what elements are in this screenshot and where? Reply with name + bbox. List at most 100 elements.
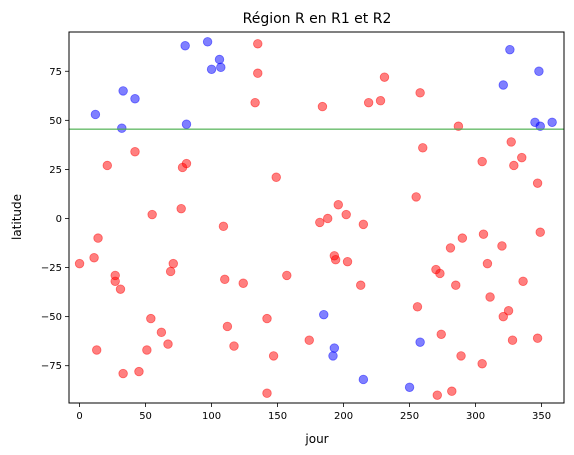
y-tick-label-50: 50	[49, 116, 62, 127]
data-point-series-0-46	[375, 95, 386, 106]
y-tick-label-25: 25	[49, 165, 62, 176]
data-point-series-0-66	[485, 292, 495, 302]
data-point-series-0-57	[447, 386, 457, 396]
data-point-series-1-3	[130, 94, 140, 104]
data-point-series-0-61	[457, 233, 468, 243]
data-point-series-0-59	[453, 121, 464, 131]
data-point-series-1-5	[181, 119, 192, 129]
data-point-series-0-39	[330, 255, 341, 265]
data-point-series-1-8	[214, 54, 225, 65]
data-point-series-0-64	[478, 229, 489, 239]
chart-title: Région R en R1 et R2	[243, 11, 392, 27]
data-point-series-0-41	[341, 209, 351, 220]
x-tick-label-300: 300	[466, 411, 485, 422]
data-point-series-0-27	[253, 68, 263, 78]
data-point-series-0-63	[477, 359, 487, 369]
data-point-series-1-15	[415, 337, 425, 347]
data-point-series-0-4	[102, 160, 112, 171]
data-point-series-0-53	[432, 390, 442, 400]
data-point-series-0-55	[436, 329, 446, 340]
data-point-series-0-0	[74, 258, 85, 269]
data-point-series-0-37	[323, 213, 333, 224]
data-point-series-1-17	[505, 44, 515, 55]
data-point-series-0-44	[358, 219, 369, 230]
data-point-series-0-8	[118, 368, 128, 379]
data-point-series-0-58	[451, 280, 461, 290]
data-point-series-0-68	[498, 311, 508, 322]
data-point-series-1-0	[90, 109, 101, 120]
data-point-series-0-6	[110, 276, 120, 287]
data-point-series-1-1	[117, 123, 127, 133]
x-tick-label-100: 100	[202, 411, 221, 422]
x-tick-label-200: 200	[334, 411, 353, 422]
data-point-series-0-48	[411, 192, 421, 202]
y-tick-label-75: 75	[49, 67, 62, 78]
data-point-series-1-14	[404, 382, 415, 393]
data-point-series-0-15	[163, 339, 173, 349]
y-axis-label: latitude	[10, 194, 24, 240]
plot-area: 0 50 100 150 200 250 300 350 −75 −50 −25 0 25 50 75	[41, 31, 565, 422]
data-point-series-0-47	[379, 72, 390, 82]
x-tick-label-50: 50	[139, 411, 152, 422]
x-axis-label: jour	[304, 432, 328, 446]
data-point-series-0-21	[218, 221, 229, 232]
data-point-series-0-30	[262, 313, 272, 324]
data-point-series-0-75	[532, 333, 543, 343]
data-point-series-1-16	[498, 80, 508, 90]
data-point-series-0-7	[115, 284, 126, 294]
data-point-series-0-62	[477, 156, 487, 167]
data-point-series-0-74	[518, 276, 528, 287]
data-point-series-0-10	[134, 366, 144, 377]
data-point-series-0-50	[415, 88, 425, 98]
data-point-series-0-35	[315, 217, 325, 228]
x-tick-label-350: 350	[532, 411, 551, 422]
data-point-series-0-13	[147, 209, 157, 220]
data-point-series-0-70	[506, 137, 516, 147]
data-point-series-1-6	[202, 37, 213, 47]
data-point-series-0-3	[93, 233, 103, 243]
data-point-series-1-21	[547, 117, 557, 128]
data-point-series-0-22	[220, 274, 230, 285]
data-point-series-1-19	[534, 66, 544, 76]
data-point-series-0-67	[497, 241, 507, 251]
data-point-series-0-9	[130, 147, 140, 157]
data-point-series-0-1	[89, 253, 99, 263]
data-point-series-0-42	[342, 256, 353, 267]
data-point-series-0-34	[304, 335, 314, 345]
data-point-series-0-36	[317, 101, 328, 112]
data-point-series-0-72	[509, 160, 519, 171]
data-point-series-0-23	[222, 321, 233, 332]
data-point-series-0-43	[356, 280, 366, 290]
data-point-series-0-2	[92, 345, 102, 355]
data-point-series-0-24	[229, 341, 239, 351]
data-point-series-0-65	[482, 258, 493, 269]
data-point-series-1-12	[329, 343, 340, 353]
data-point-series-1-10	[319, 309, 329, 320]
data-point-series-0-18	[176, 203, 186, 214]
data-point-series-0-76	[532, 178, 543, 188]
data-point-series-0-40	[333, 200, 343, 210]
data-point-series-0-51	[418, 143, 428, 153]
data-point-series-1-2	[118, 86, 128, 96]
axes-frame	[68, 31, 565, 404]
y-tick-label--25: −25	[41, 263, 62, 274]
data-point-series-0-56	[445, 243, 456, 253]
data-point-series-0-77	[535, 227, 545, 237]
data-point-series-0-32	[271, 172, 281, 182]
data-point-series-1-13	[358, 374, 369, 385]
data-point-series-0-16	[165, 266, 176, 277]
data-point-series-1-20	[535, 121, 545, 131]
data-point-series-0-20	[181, 158, 192, 169]
y-tick-label--75: −75	[41, 361, 62, 372]
data-point-series-0-29	[262, 388, 272, 398]
y-tick-label--50: −50	[41, 312, 62, 323]
data-point-series-0-69	[503, 306, 514, 316]
x-tick-label-0: 0	[76, 411, 82, 422]
data-point-series-1-7	[206, 64, 217, 75]
data-point-series-0-26	[250, 97, 260, 108]
data-point-series-0-71	[507, 335, 518, 345]
data-point-series-0-33	[282, 270, 292, 281]
data-point-series-0-31	[268, 351, 279, 361]
data-point-series-0-54	[435, 268, 445, 279]
